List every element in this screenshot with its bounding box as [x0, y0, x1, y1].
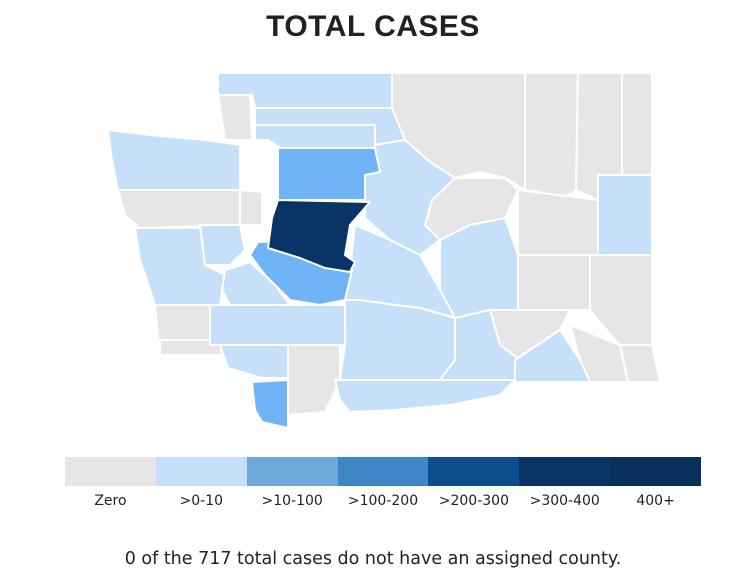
county-wahkiakum[interactable]: [159, 339, 223, 356]
legend-label-300-400: >300-400: [529, 493, 600, 509]
county-pend-oreille[interactable]: [621, 72, 653, 176]
county-asotin[interactable]: [619, 344, 661, 383]
county-whitman[interactable]: [589, 254, 653, 346]
county-lincoln[interactable]: [517, 189, 599, 256]
legend-label-200-300: >200-300: [438, 493, 509, 509]
legend-swatch-100-200: [337, 457, 429, 486]
county-snohomish[interactable]: [277, 147, 381, 201]
county-lewis[interactable]: [209, 304, 346, 346]
legend-label-400-plus: 400+: [636, 493, 675, 509]
legend-swatch-300-400: [519, 457, 611, 486]
legend-label-100-200: >100-200: [347, 493, 419, 509]
county-san-juan-island[interactable]: [217, 94, 253, 141]
legend-swatch-400-plus: [610, 457, 702, 486]
county-clark[interactable]: [251, 379, 289, 429]
county-island[interactable]: [254, 124, 376, 149]
legend-swatch-10-100: [246, 457, 338, 486]
legend-label-0-10: >0-10: [179, 493, 224, 509]
legend-swatch-200-300: [428, 457, 520, 486]
washington-county-map: [107, 72, 661, 429]
county-king[interactable]: [267, 199, 371, 273]
unassigned-cases-note: 0 of the 717 total cases do not have an …: [124, 549, 622, 569]
county-ferry[interactable]: [524, 72, 579, 201]
legend-label-10-100: >10-100: [261, 493, 323, 509]
county-clallam[interactable]: [107, 129, 241, 191]
county-mason[interactable]: [199, 224, 246, 266]
county-walla-walla[interactable]: [514, 329, 591, 383]
map-title: TOTAL CASES: [266, 10, 480, 43]
legend-swatch-zero: [65, 457, 156, 486]
dark-counties: [267, 199, 371, 273]
legend-labels: Zero >0-10 >10-100 >100-200 >200-300 >30…: [65, 493, 701, 509]
county-jefferson[interactable]: [117, 189, 241, 229]
county-adams[interactable]: [517, 254, 591, 311]
legend-bar: [65, 457, 702, 486]
legend-swatch-0-10: [155, 457, 247, 486]
county-kitsap[interactable]: [239, 189, 263, 226]
legend-label-zero: Zero: [94, 493, 127, 509]
county-klickitat[interactable]: [334, 379, 516, 413]
county-skamania[interactable]: [287, 344, 341, 416]
county-spokane[interactable]: [597, 174, 653, 256]
county-cowlitz[interactable]: [219, 344, 289, 379]
county-chelan[interactable]: [364, 139, 456, 256]
light-counties: [107, 72, 653, 413]
